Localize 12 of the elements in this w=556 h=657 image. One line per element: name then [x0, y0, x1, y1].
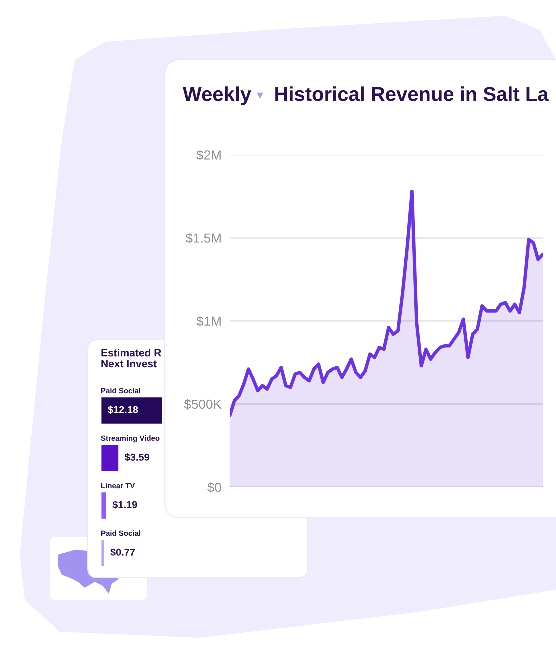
data-label: $3.59 — [124, 453, 150, 462]
y-tick-label: $1M — [196, 316, 221, 327]
y-tick-label: $0 — [208, 482, 222, 493]
chart-title: Estimated R Next Invest — [102, 349, 162, 368]
data-label: $1.19 — [112, 500, 138, 510]
y-tick-label: $1.5M — [186, 233, 221, 244]
data-label: $0.77 — [110, 548, 136, 557]
data-label: $12.18 — [108, 406, 138, 414]
text: Weekly — [183, 86, 252, 106]
chart-title: Historical Revenue in Salt La — [276, 86, 549, 102]
y-tick-label: $500K — [184, 399, 222, 410]
y-tick-label: $2M — [196, 150, 221, 161]
